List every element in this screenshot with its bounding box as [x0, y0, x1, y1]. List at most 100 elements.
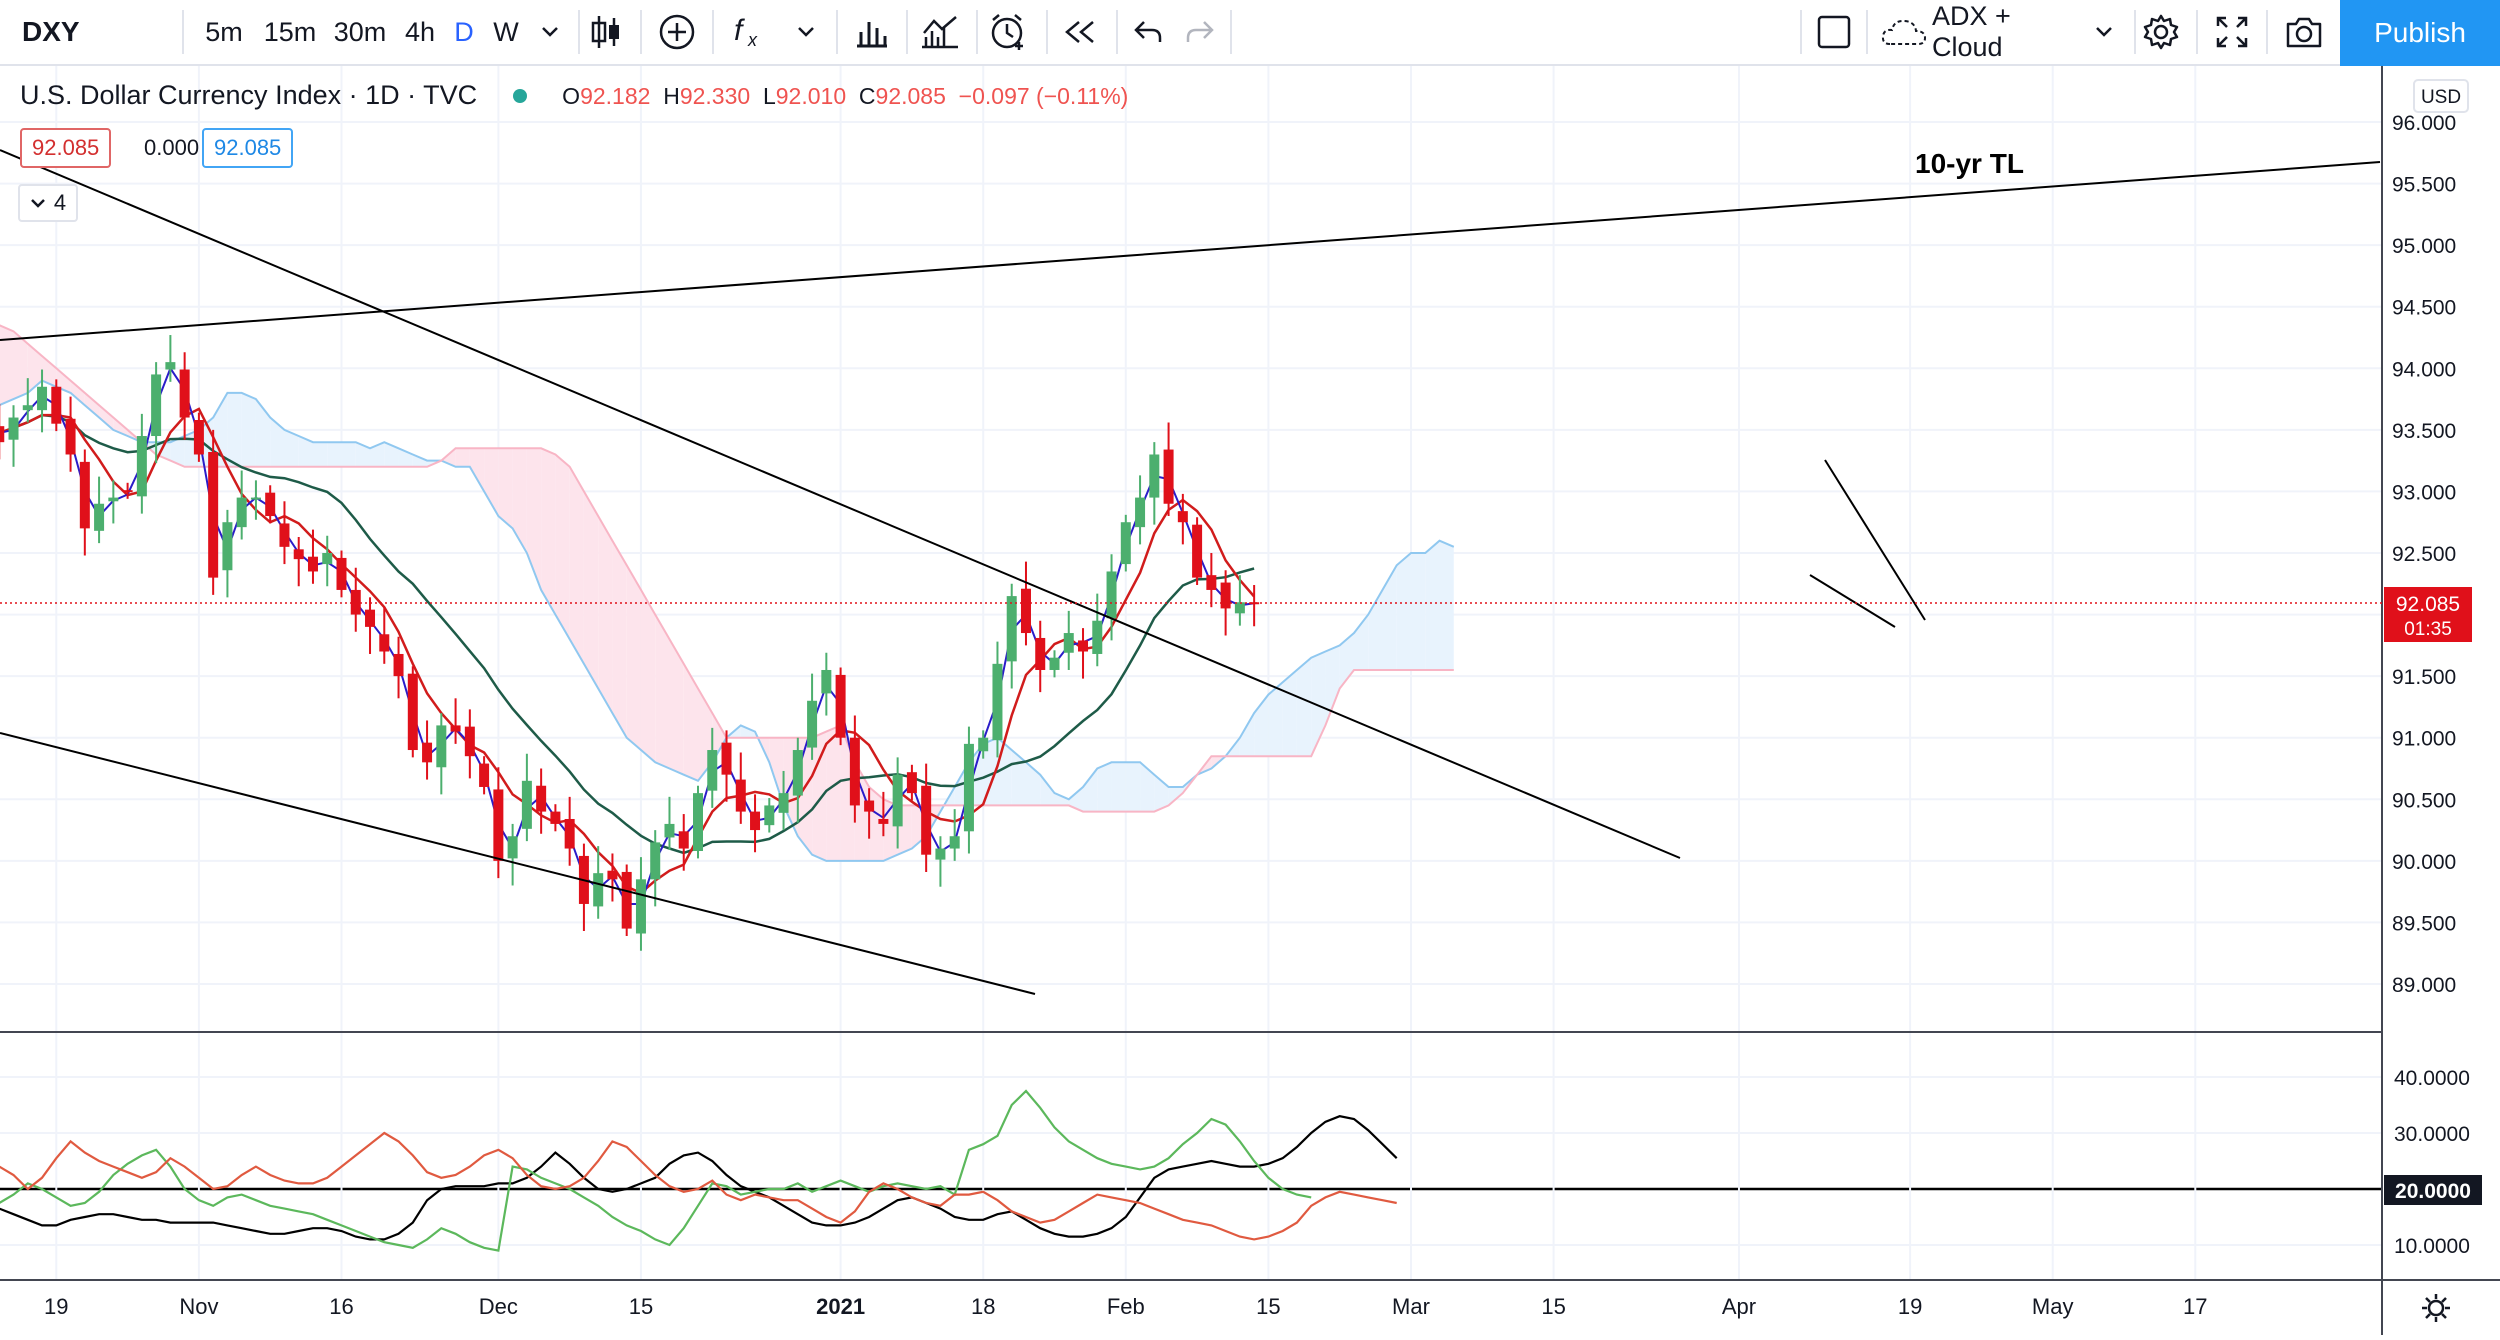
- interval-5m-button[interactable]: 5m: [205, 16, 243, 47]
- financials-bars-icon[interactable]: [842, 0, 902, 64]
- adx-pane: [0, 1089, 1398, 1252]
- time-tick-label: 17: [2183, 1294, 2207, 1319]
- indicators-collapse-button[interactable]: 4: [18, 184, 78, 222]
- cloud-segment: [370, 442, 385, 467]
- candle-body: [1092, 620, 1103, 654]
- price-tick-label: 91.000: [2392, 728, 2456, 751]
- cloud-segment: [1168, 786, 1183, 806]
- candle-body: [208, 452, 219, 578]
- cloud-segment: [227, 392, 242, 467]
- cloud-segment: [1396, 553, 1411, 670]
- ohlc-values: O92.182 H92.330 L92.010 C92.085 −0.097 (…: [562, 83, 1129, 109]
- interval-w-button[interactable]: W: [493, 16, 519, 47]
- time-tick-label: 19: [1898, 1294, 1922, 1319]
- cloud-segment: [1239, 713, 1255, 757]
- cloud-segment: [170, 436, 185, 467]
- candle-body: [1078, 640, 1089, 652]
- cloud-segment: [99, 405, 114, 430]
- candle-body: [151, 374, 162, 437]
- interval-dropdown-chevron-icon[interactable]: [530, 0, 570, 64]
- price-tick-label: 90.000: [2392, 851, 2456, 874]
- cloud-segment: [341, 442, 356, 467]
- cloud-segment: [1382, 565, 1397, 670]
- indicator-value-box-red: 92.085: [20, 128, 112, 168]
- alert-clock-icon[interactable]: [980, 0, 1036, 64]
- chevron-down-icon: [30, 199, 45, 208]
- time-tick-label: Dec: [479, 1294, 518, 1319]
- candle-body: [949, 836, 960, 849]
- time-tick-label: 16: [329, 1294, 353, 1319]
- interval-15m-button[interactable]: 15m: [263, 16, 317, 47]
- toolbar-divider: [906, 10, 908, 54]
- candle-body: [250, 497, 261, 500]
- wedge-lower-line[interactable]: [1809, 574, 1896, 628]
- indicators-dropdown-chevron-icon[interactable]: [786, 0, 826, 64]
- publish-button[interactable]: Publish: [2340, 0, 2500, 66]
- candle-body: [750, 811, 761, 831]
- candle-body: [37, 386, 48, 411]
- compare-add-icon[interactable]: [652, 0, 702, 64]
- candle-body: [550, 811, 561, 824]
- cloud-segment: [812, 731, 827, 861]
- candles-chart-type-icon[interactable]: [582, 0, 630, 64]
- cloud-segment: [1097, 762, 1112, 812]
- price-tick-label: 92.500: [2392, 543, 2456, 566]
- candle-body: [849, 737, 860, 806]
- candlesticks: [0, 335, 1260, 951]
- cloud-segment: [1439, 540, 1454, 670]
- candle-body: [1249, 602, 1260, 605]
- snapshot-camera-icon[interactable]: [2276, 0, 2332, 64]
- candle-body: [122, 490, 133, 493]
- toolbar-divider: [2266, 10, 2268, 54]
- cloud-segment: [1296, 657, 1312, 757]
- cloud-segment: [1068, 786, 1084, 812]
- cloud-segment: [0, 325, 14, 405]
- fullscreen-icon[interactable]: [2204, 0, 2260, 64]
- layout-square-icon[interactable]: [1808, 0, 1860, 64]
- candle-body: [1006, 596, 1017, 662]
- cloud-segment: [1311, 651, 1326, 757]
- descending-trendline-lower[interactable]: [0, 732, 1036, 995]
- cloud-segment: [655, 614, 670, 769]
- candle-body: [1063, 633, 1074, 653]
- price-tick-label: 89.500: [2392, 912, 2456, 935]
- candle-body: [65, 418, 76, 455]
- chart-area[interactable]: 10-yr TL 96.000 95.500 95.000 94.500 94.000 9…: [0, 66, 2500, 1335]
- undo-icon[interactable]: [1120, 0, 1176, 64]
- settings-gear-icon[interactable]: [2134, 0, 2188, 64]
- replay-rewind-icon[interactable]: [1052, 0, 1108, 64]
- svg-text:f: f: [734, 14, 745, 47]
- descending-trendline-upper[interactable]: [0, 149, 1681, 859]
- time-axis-settings-gear-icon[interactable]: [2422, 1294, 2450, 1322]
- symbol-search-button[interactable]: DXY: [22, 16, 80, 47]
- redo-icon[interactable]: [1172, 0, 1228, 64]
- trendline-drawings: 10-yr TL: [0, 148, 2381, 995]
- candle-body: [407, 673, 418, 751]
- ten-year-trendline[interactable]: [0, 161, 2381, 341]
- cloud-segment: [384, 442, 399, 467]
- di-plus-line: [0, 1089, 1312, 1252]
- candle-body: [864, 800, 875, 812]
- interval-4h-button[interactable]: 4h: [404, 16, 436, 47]
- candle-body: [1149, 454, 1160, 498]
- market-status-dot-icon: [512, 88, 527, 103]
- template-dropdown-chevron-icon[interactable]: [2084, 0, 2124, 64]
- templates-icon[interactable]: [910, 0, 970, 64]
- toolbar-divider: [1230, 10, 1232, 54]
- interval-d-button[interactable]: D: [454, 16, 474, 47]
- candle-body: [422, 742, 433, 763]
- candle-body: [1106, 571, 1117, 619]
- ichimoku-cloud: [0, 324, 1455, 862]
- time-tick-label: Feb: [1107, 1294, 1145, 1319]
- candle-body: [1220, 582, 1231, 609]
- wedge-upper-line[interactable]: [1824, 459, 1926, 621]
- cloud-segment: [312, 442, 328, 467]
- price-tick-label: 91.500: [2392, 666, 2456, 689]
- indicator-template-label[interactable]: ADX + Cloud: [1932, 1, 2011, 62]
- cloud-segment: [769, 737, 784, 806]
- interval-30m-button[interactable]: 30m: [333, 16, 387, 47]
- cloud-segment: [569, 466, 584, 664]
- chart-canvas[interactable]: 10-yr TL 96.00095.50095.00094.50094.0009…: [0, 66, 2500, 1335]
- cloud-segment: [1282, 669, 1297, 757]
